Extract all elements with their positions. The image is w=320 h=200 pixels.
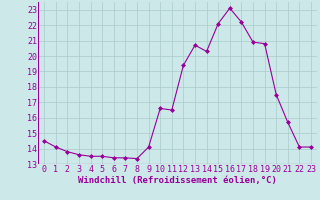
X-axis label: Windchill (Refroidissement éolien,°C): Windchill (Refroidissement éolien,°C) (78, 176, 277, 185)
